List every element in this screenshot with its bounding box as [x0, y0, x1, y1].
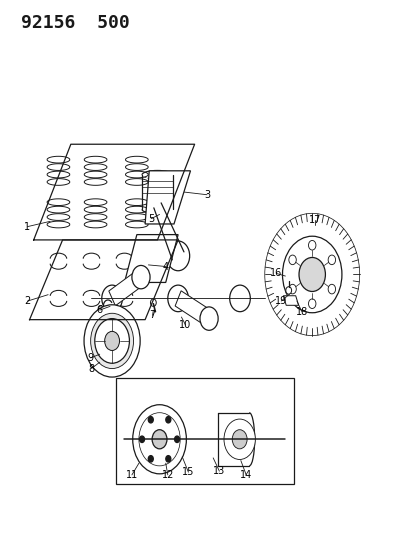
Text: 15: 15 [182, 467, 194, 477]
Circle shape [229, 285, 250, 312]
Circle shape [232, 430, 247, 449]
Circle shape [102, 285, 122, 312]
Circle shape [285, 287, 291, 294]
Circle shape [90, 313, 133, 368]
Polygon shape [175, 291, 211, 326]
Circle shape [167, 285, 188, 312]
Circle shape [104, 332, 119, 351]
Text: 13: 13 [213, 466, 225, 476]
Text: 3: 3 [204, 190, 209, 200]
Text: 7: 7 [149, 310, 155, 320]
Circle shape [282, 236, 341, 313]
Circle shape [133, 405, 186, 474]
Circle shape [152, 430, 166, 449]
Circle shape [328, 284, 335, 294]
Circle shape [328, 255, 335, 265]
Text: 5: 5 [148, 214, 154, 224]
Text: 14: 14 [240, 470, 252, 480]
Circle shape [223, 419, 255, 459]
Circle shape [95, 319, 129, 364]
Text: 92156  500: 92156 500 [21, 14, 130, 32]
Circle shape [148, 456, 153, 462]
Text: 11: 11 [126, 470, 138, 480]
Text: 18: 18 [295, 306, 307, 317]
Circle shape [308, 240, 315, 250]
Text: 10: 10 [179, 320, 191, 330]
Text: 9: 9 [88, 353, 93, 363]
Text: 2: 2 [24, 296, 31, 306]
Circle shape [166, 456, 171, 462]
Circle shape [150, 299, 156, 306]
Bar [116, 378, 293, 484]
Circle shape [139, 436, 144, 442]
Text: 16: 16 [270, 269, 282, 278]
Circle shape [298, 257, 325, 292]
Circle shape [308, 299, 315, 309]
Circle shape [150, 196, 164, 215]
Text: 8: 8 [88, 364, 94, 374]
Circle shape [148, 416, 153, 423]
Text: 17: 17 [308, 215, 320, 225]
Circle shape [139, 413, 180, 466]
Circle shape [264, 213, 359, 336]
Text: 19: 19 [275, 296, 287, 306]
Text: 6: 6 [96, 305, 102, 315]
Circle shape [288, 255, 296, 265]
Circle shape [166, 241, 189, 271]
Circle shape [132, 265, 150, 289]
Text: 4: 4 [162, 262, 169, 271]
Polygon shape [282, 296, 298, 305]
Polygon shape [124, 235, 178, 282]
Circle shape [98, 306, 103, 312]
Circle shape [174, 436, 179, 442]
Circle shape [84, 305, 140, 377]
Polygon shape [145, 171, 190, 224]
Polygon shape [109, 270, 144, 306]
Circle shape [288, 284, 296, 294]
Text: 12: 12 [161, 470, 173, 480]
Text: 1: 1 [24, 222, 31, 232]
Circle shape [166, 416, 171, 423]
Circle shape [199, 307, 218, 330]
